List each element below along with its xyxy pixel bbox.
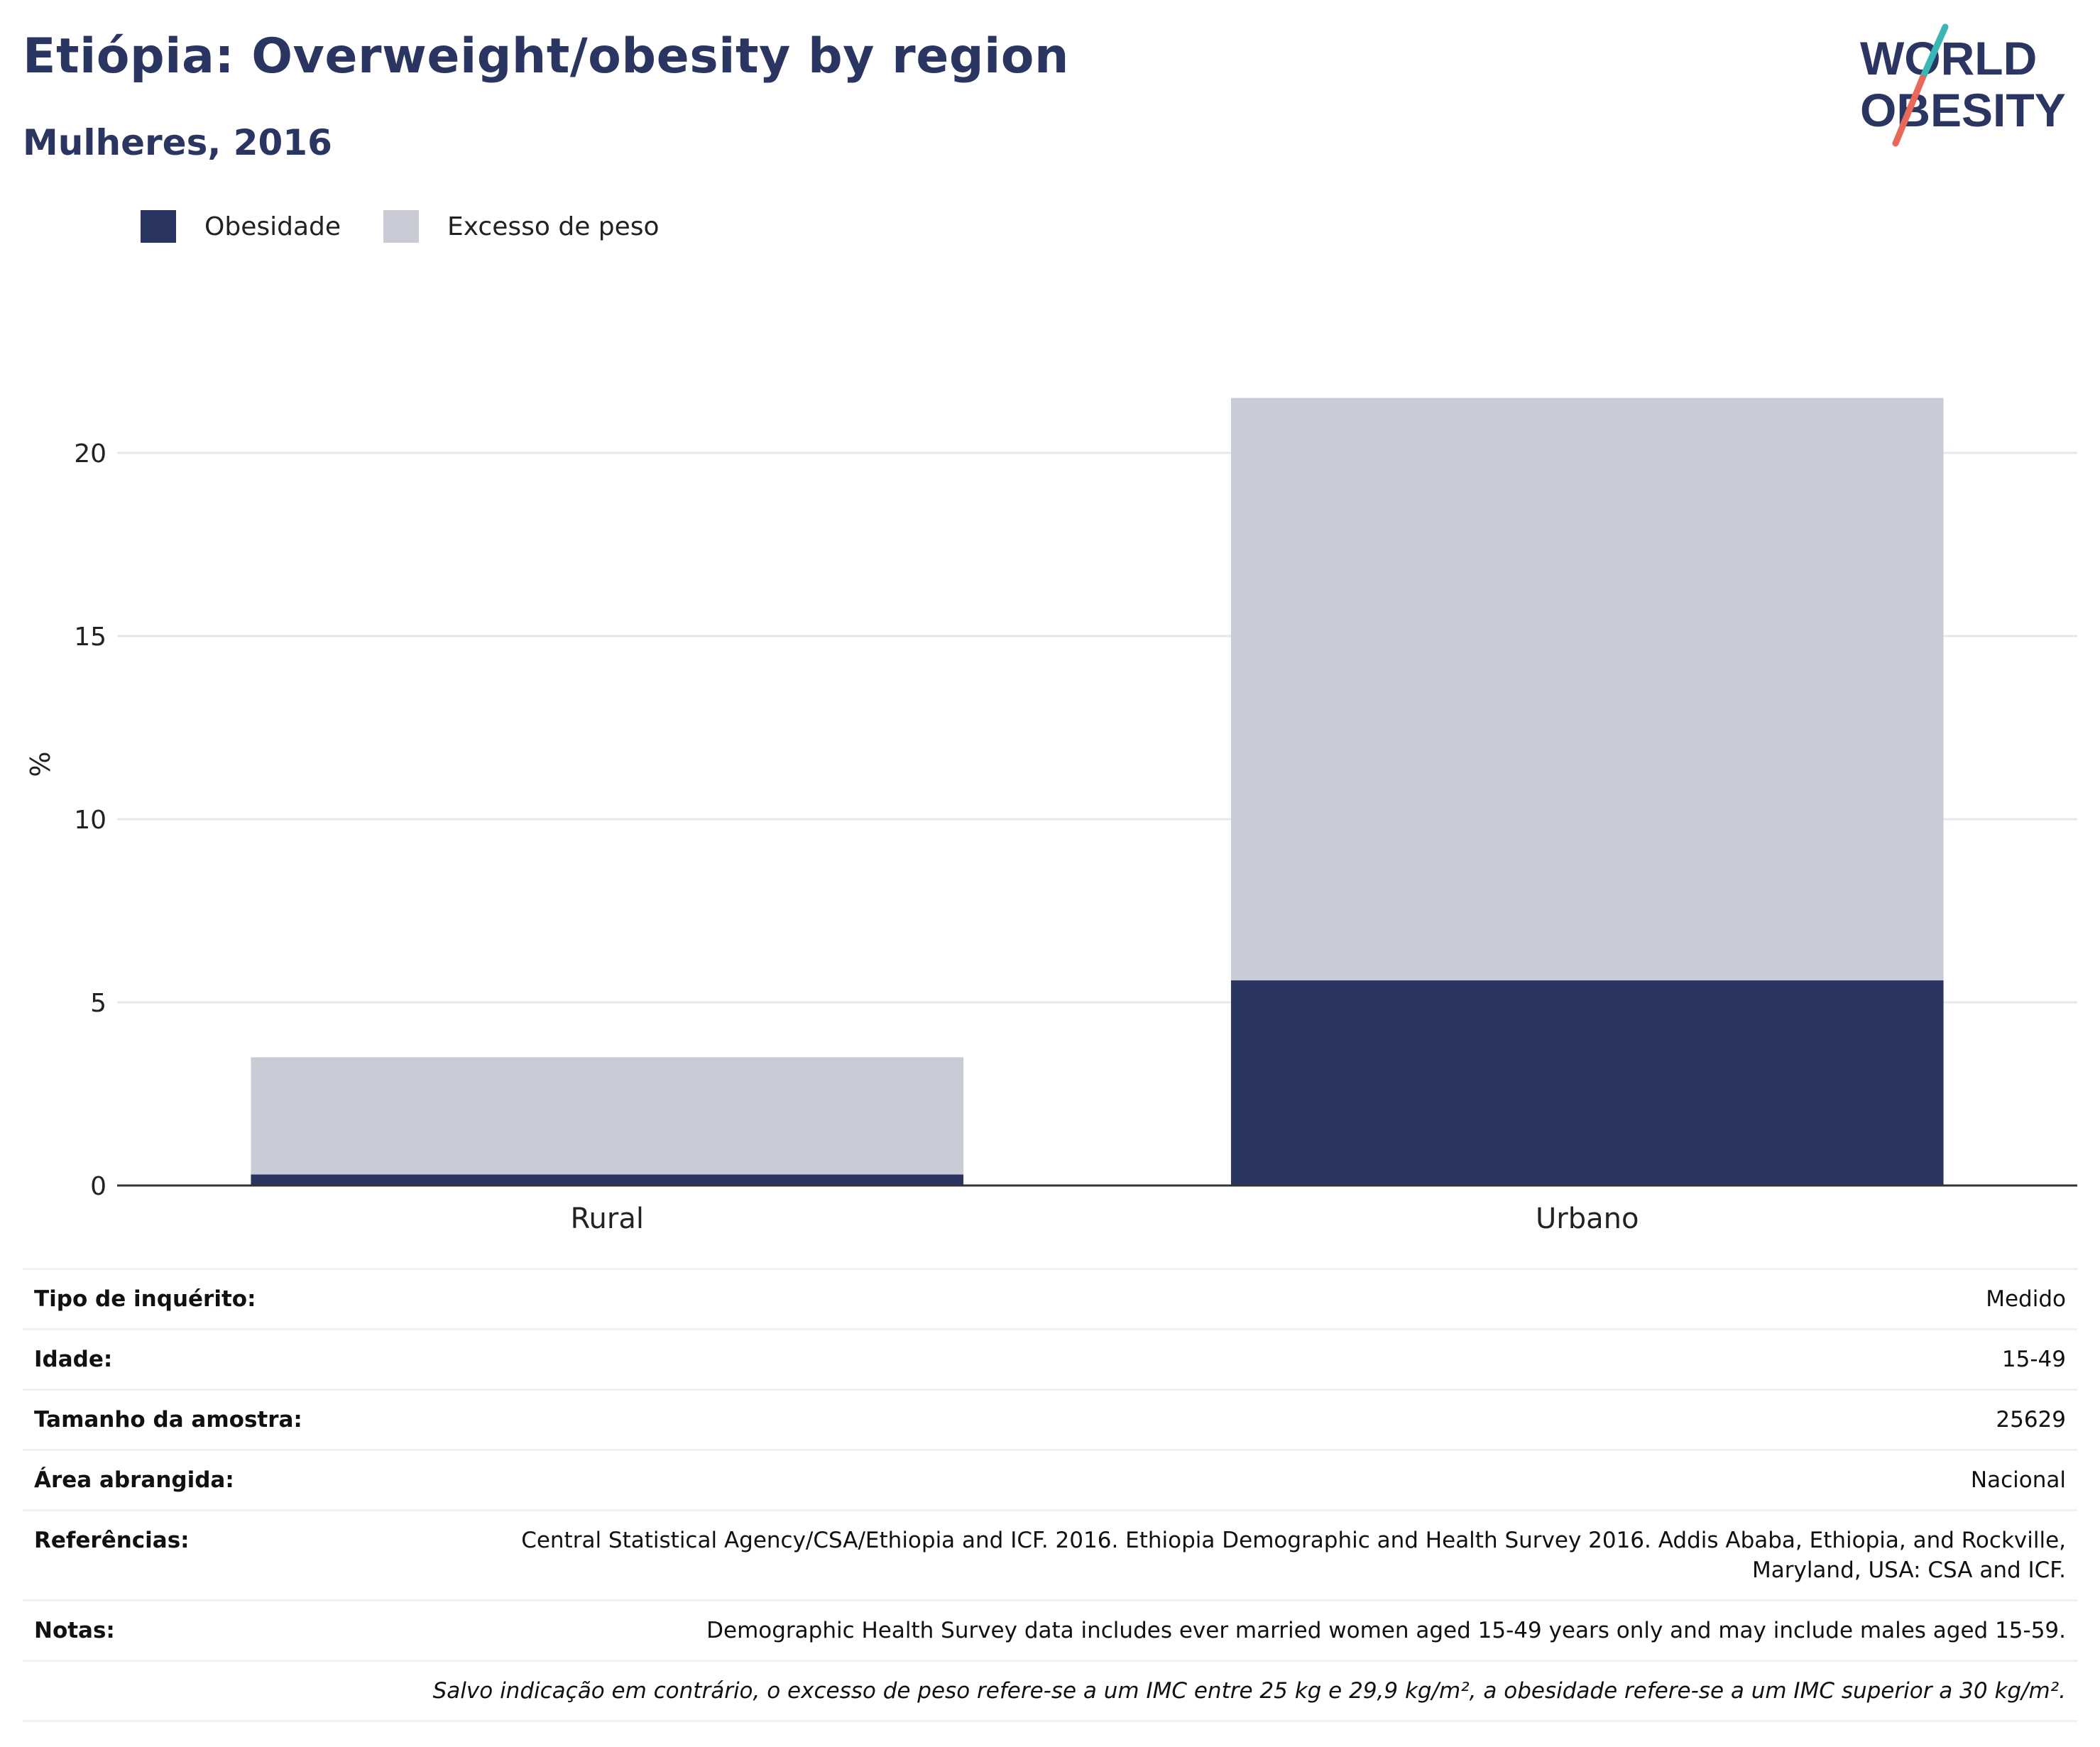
y-tick-label: 20 [74,439,106,469]
y-tick-label: 5 [90,989,106,1018]
legend-item-obesity[interactable]: Obesidade [141,210,341,243]
chart-subtitle: Mulheres, 2016 [23,122,332,163]
bar-obesity-rural [251,1174,964,1185]
table-row: Notas: Demographic Health Survey data in… [23,1599,2077,1661]
row-value: Nacional [415,1449,2077,1511]
logo-line-2: OBESITY [1860,84,2066,136]
table-row: Tipo de inquérito: Medido [23,1268,2077,1330]
row-value: 25629 [415,1389,2077,1450]
y-tick-label: 0 [90,1172,106,1201]
row-label: Tamanho da amostra: [23,1389,415,1450]
chart-title: Etiópia: Overweight/obesity by region [23,28,1069,84]
world-obesity-logo: WORLD OBESITY [1860,23,2066,147]
table-row: Tamanho da amostra: 25629 [23,1389,2077,1450]
legend-item-overweight[interactable]: Excesso de peso [383,210,660,243]
table-row: Salvo indicação em contrário, o excesso … [23,1660,2077,1722]
legend-swatch-overweight [383,210,420,243]
table-row: Idade: 15-49 [23,1328,2077,1390]
chart-legend: Obesidade Excesso de peso [141,210,702,243]
table-row: Referências: Central Statistical Agency/… [23,1509,2077,1601]
survey-info-table: Tipo de inquérito: Medido Idade: 15-49 T… [23,1268,2077,1722]
bar-overweight-rural [251,1057,964,1175]
logo-slash-top [1919,23,1949,82]
row-label: Idade: [23,1328,415,1390]
row-label: Área abrangida: [23,1449,415,1511]
x-tick-label: Urbano [1536,1203,1639,1235]
row-label: Referências: [23,1509,415,1601]
logo-line-1: WORLD [1860,32,2037,84]
legend-swatch-obesity [141,210,176,243]
bar-obesity-urbano [1230,980,1944,1185]
y-tick-label: 10 [74,806,106,835]
row-value: Central Statistical Agency/CSA/Ethiopia … [415,1509,2077,1601]
row-value: Medido [415,1268,2077,1330]
row-label: Notas: [23,1599,415,1661]
legend-label-obesity: Obesidade [204,212,341,241]
row-label: Tipo de inquérito: [23,1268,415,1330]
legend-label-overweight: Excesso de peso [447,212,660,241]
y-axis-label: % [25,752,56,777]
row-value: 15-49 [415,1328,2077,1390]
y-tick-label: 15 [74,623,106,652]
bar-chart: 0 5 10 15 20% Rural Urbano [25,398,2077,1235]
logo-slash-bottom [1892,75,1926,147]
table-row: Área abrangida: Nacional [23,1449,2077,1511]
footnote: Salvo indicação em contrário, o excesso … [23,1660,2077,1722]
bar-overweight-urbano [1230,398,1944,981]
x-tick-label: Rural [571,1203,644,1235]
row-value: Demographic Health Survey data includes … [415,1599,2077,1661]
